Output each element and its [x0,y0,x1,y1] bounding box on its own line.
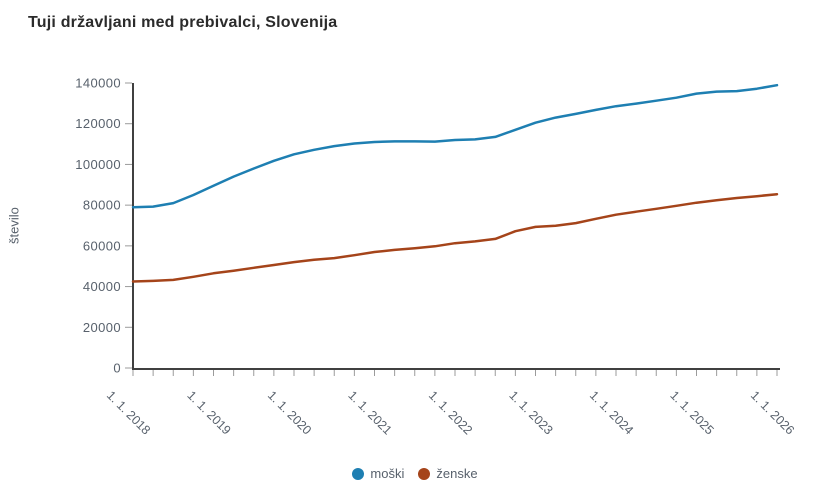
series-line-ženske [131,192,779,283]
x-tick-label: 1. 1. 2018 [104,388,153,437]
x-tick-label: 1. 1. 2022 [426,388,475,437]
y-axis: 0 20000 40000 60000 80000 100000 120000 140000 [75,76,132,376]
y-tick-label: 0 [113,361,121,376]
x-axis: 1. 1. 2018 1. 1. 2019 1. 1. 2020 1. 1. 2021… [104,370,797,437]
chart-title: Tuji državljani med prebivalci, Slovenij… [28,14,338,31]
y-tick-label: 60000 [83,238,121,253]
legend-item-moski[interactable]: moški [352,466,404,481]
y-tick-label: 40000 [83,279,121,294]
legend-marker-zenske-icon [418,467,431,480]
y-tick-label: 20000 [83,320,121,335]
line-chart-plot: 0 20000 40000 60000 80000 100000 120000 140000 1… [75,76,797,438]
legend-item-zenske[interactable]: ženske [418,466,478,481]
legend: moški ženske [0,466,830,481]
x-tick-label: 1. 1. 2024 [587,388,636,437]
legend-marker-moski-icon [352,467,365,480]
x-tick-label: 1. 1. 2020 [265,388,314,437]
legend-label-moski: moški [370,466,405,481]
x-tick-label: 1. 1. 2025 [667,388,716,437]
axes [132,83,780,370]
series-line-moški [131,83,779,209]
y-tick-label: 80000 [83,198,121,213]
y-tick-label: 120000 [75,116,121,131]
x-tick-label: 1. 1. 2019 [184,388,233,437]
y-tick-label: 140000 [75,76,121,91]
legend-label-zenske: ženske [436,466,478,481]
x-tick-label: 1. 1. 2021 [345,388,394,437]
x-tick-label: 1. 1. 2026 [748,388,797,437]
x-tick-label: 1. 1. 2023 [506,388,555,437]
y-tick-label: 100000 [75,157,121,172]
